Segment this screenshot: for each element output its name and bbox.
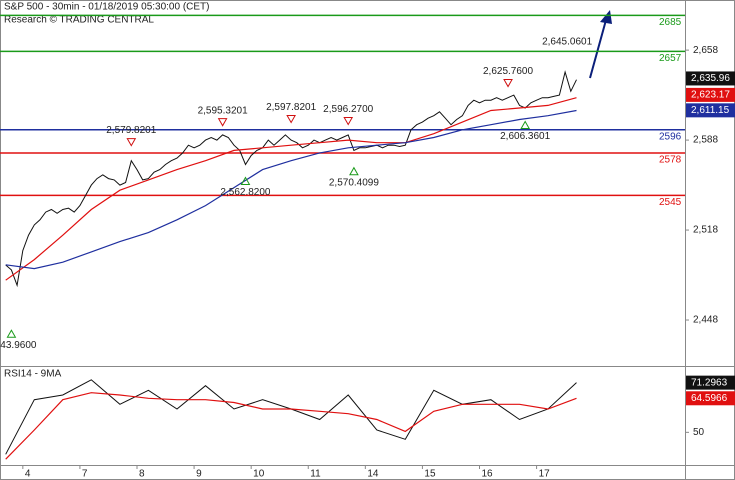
high-label: 2,597.8201 <box>266 102 316 113</box>
price-tag-label: 2,611.15 <box>691 105 730 116</box>
x-tick-label: 4 <box>25 469 31 480</box>
x-tick-label: 8 <box>139 469 145 480</box>
y-tick-label: 2,658 <box>693 45 718 56</box>
series-line <box>5 109 577 270</box>
chart-subtitle: Research © TRADING CENTRAL <box>4 15 154 26</box>
price-tag-label: 64.5966 <box>691 393 728 404</box>
high-marker <box>503 79 513 88</box>
level-label: 2545 <box>659 197 682 208</box>
x-tick-label: 10 <box>253 469 265 480</box>
level-label: 2685 <box>659 17 682 28</box>
x-tick-label: 15 <box>424 469 436 480</box>
series-line <box>5 97 577 281</box>
low-label: 2,443.9600 <box>0 340 37 351</box>
x-tick-label: 16 <box>482 469 494 480</box>
low-marker <box>6 329 17 338</box>
y-tick-label: 50 <box>693 427 705 438</box>
peak-label: 2,645.0601 <box>542 36 592 47</box>
high-marker <box>217 118 228 127</box>
low-label: 2,570.4099 <box>329 177 379 188</box>
y-tick-label: 2,518 <box>693 225 718 236</box>
price-tag-label: 2,635.96 <box>691 73 730 84</box>
rsi-title: RSI14 - 9MA <box>4 369 62 380</box>
level-label: 2657 <box>659 53 682 64</box>
price-tag-label: 71.2963 <box>691 377 728 388</box>
price-tag <box>686 375 735 390</box>
high-label: 2,625.7600 <box>483 66 533 77</box>
x-tick-label: 17 <box>539 469 551 480</box>
chart-title: S&P 500 - 30min - 01/18/2019 05:30:00 (C… <box>4 2 210 13</box>
low-marker <box>520 120 531 129</box>
forecast-arrow <box>589 19 607 79</box>
price-tag <box>686 71 735 86</box>
x-tick-label: 9 <box>196 469 202 480</box>
y-tick-label: 2,588 <box>693 135 718 146</box>
price-tag <box>686 103 735 118</box>
high-label: 2,579.8201 <box>106 125 156 136</box>
x-tick-label: 7 <box>82 469 88 480</box>
low-label: 2,562.8200 <box>220 187 270 198</box>
high-label: 2,595.3201 <box>198 105 248 116</box>
high-marker <box>126 138 137 147</box>
x-tick-label: 14 <box>367 469 379 480</box>
high-marker <box>286 114 296 124</box>
x-tick-label: 11 <box>310 469 321 480</box>
series-line <box>5 70 577 288</box>
price-tag-label: 2,623.17 <box>691 90 730 101</box>
low-label: 2,606.3601 <box>500 131 550 142</box>
series-line <box>5 392 577 460</box>
forecast-arrowhead <box>600 10 612 24</box>
level-label: 2596 <box>659 131 682 142</box>
high-label: 2,596.2700 <box>323 104 373 115</box>
high-marker <box>343 116 354 126</box>
price-tag <box>686 87 735 102</box>
low-marker <box>349 166 359 176</box>
y-tick-label: 2,448 <box>693 315 718 326</box>
price-tag <box>686 391 735 406</box>
low-marker <box>240 176 251 185</box>
level-label: 2578 <box>659 155 682 166</box>
